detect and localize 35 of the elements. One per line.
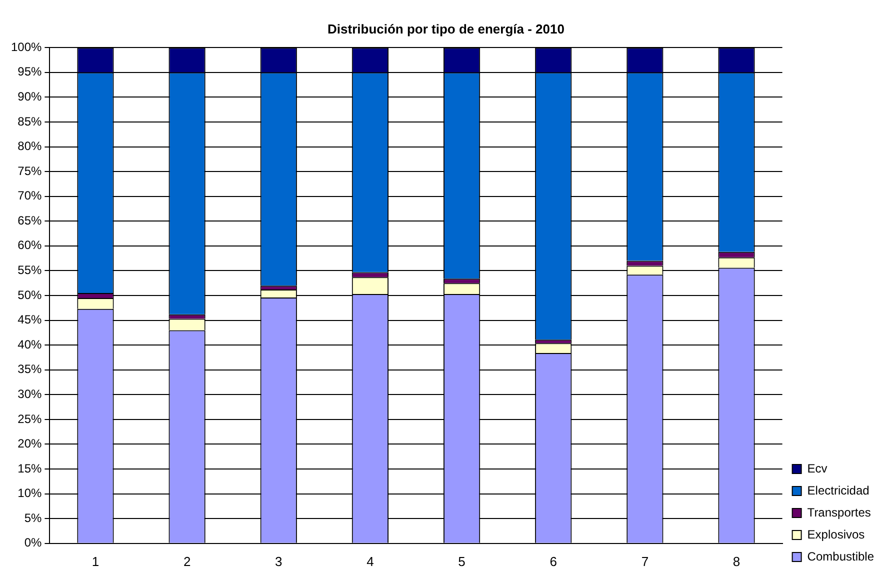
y-tick-label: 50% [18,288,42,302]
y-tick-label: 20% [18,436,42,451]
legend-label: Ecv [807,461,828,476]
y-tick-label: 55% [18,263,42,278]
y-tick-label: 40% [18,337,42,352]
x-tick-label: 6 [550,554,557,569]
legend-label: Combustible [807,549,874,564]
x-tick-label: 3 [275,554,282,569]
y-tick-label: 80% [18,139,42,154]
x-tick-label: 8 [732,554,740,569]
y-tick-label: 35% [18,362,42,376]
y-tick-label: 5% [24,510,42,525]
y-tick-label: 0% [24,536,42,550]
x-tick-label: 5 [458,554,466,569]
legend-label: Transportes [807,505,871,520]
legend-label: Explosivos [807,527,865,542]
x-tick-label: 7 [641,554,649,569]
y-tick-label: 10% [18,486,42,500]
y-tick-label: 45% [18,312,42,327]
y-tick-label: 95% [18,64,42,79]
y-tick-label: 70% [18,188,42,203]
y-tick-label: 85% [18,114,42,128]
x-tick-label: 4 [366,554,374,569]
y-tick-label: 75% [18,164,42,178]
y-tick-label: 30% [18,386,42,401]
chart-title: Distribución por tipo de energía - 2010 [328,21,564,36]
y-tick-label: 65% [18,213,42,228]
legend-label: Electricidad [807,483,870,498]
x-tick-label: 1 [92,554,100,569]
x-tick-label: 2 [183,554,191,569]
y-tick-label: 60% [18,238,42,252]
y-tick-label: 100% [10,40,42,54]
y-tick-label: 25% [18,412,42,426]
y-tick-label: 15% [18,461,42,476]
y-tick-label: 90% [18,89,42,104]
